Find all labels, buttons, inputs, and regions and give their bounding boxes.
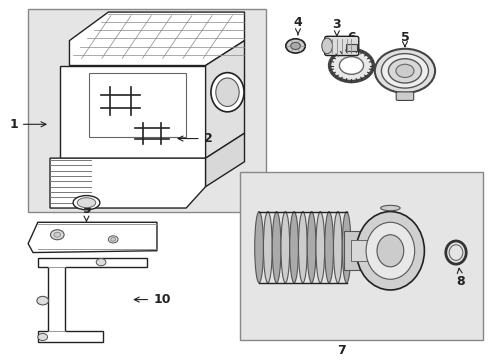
Ellipse shape xyxy=(342,212,350,283)
Text: 5: 5 xyxy=(400,31,408,47)
Circle shape xyxy=(96,258,106,266)
Ellipse shape xyxy=(321,38,332,54)
Polygon shape xyxy=(38,258,147,342)
Ellipse shape xyxy=(333,212,342,283)
Ellipse shape xyxy=(356,212,424,290)
Text: 3: 3 xyxy=(332,18,341,37)
Polygon shape xyxy=(205,41,244,158)
Circle shape xyxy=(37,296,48,305)
Circle shape xyxy=(381,54,427,88)
Circle shape xyxy=(108,236,118,243)
Circle shape xyxy=(50,230,64,240)
Bar xyxy=(344,231,402,270)
Ellipse shape xyxy=(376,235,403,267)
Polygon shape xyxy=(28,222,157,253)
Text: 6: 6 xyxy=(346,31,355,47)
Text: 8: 8 xyxy=(456,268,464,288)
Bar xyxy=(28,9,266,212)
Polygon shape xyxy=(205,133,244,186)
Circle shape xyxy=(387,59,421,83)
FancyBboxPatch shape xyxy=(324,36,358,55)
Ellipse shape xyxy=(215,78,239,107)
Ellipse shape xyxy=(77,198,96,208)
Text: 10: 10 xyxy=(134,293,170,306)
Text: 2: 2 xyxy=(178,132,212,145)
Circle shape xyxy=(374,49,434,93)
Polygon shape xyxy=(69,12,244,66)
Ellipse shape xyxy=(380,205,399,211)
Bar xyxy=(89,73,186,137)
Circle shape xyxy=(329,49,372,82)
Text: 4: 4 xyxy=(293,16,302,35)
Ellipse shape xyxy=(272,212,281,283)
Ellipse shape xyxy=(281,212,289,283)
Polygon shape xyxy=(50,158,205,208)
Text: 7: 7 xyxy=(337,344,346,357)
Ellipse shape xyxy=(315,212,324,283)
Ellipse shape xyxy=(306,212,315,283)
Ellipse shape xyxy=(263,212,272,283)
Circle shape xyxy=(111,238,116,241)
Bar xyxy=(345,44,357,51)
Polygon shape xyxy=(60,66,205,158)
Circle shape xyxy=(54,232,61,237)
Ellipse shape xyxy=(73,195,100,210)
Ellipse shape xyxy=(289,212,298,283)
Ellipse shape xyxy=(210,73,244,112)
Ellipse shape xyxy=(254,212,263,283)
Circle shape xyxy=(339,57,363,74)
Bar xyxy=(351,240,380,261)
Text: 9: 9 xyxy=(82,203,91,222)
Ellipse shape xyxy=(298,212,306,283)
Circle shape xyxy=(395,64,413,77)
Ellipse shape xyxy=(366,222,414,279)
Circle shape xyxy=(290,42,300,49)
Circle shape xyxy=(38,333,47,341)
FancyBboxPatch shape xyxy=(395,92,413,100)
Circle shape xyxy=(285,39,305,53)
Text: 1: 1 xyxy=(9,118,46,131)
Ellipse shape xyxy=(324,212,333,283)
Bar xyxy=(239,172,482,340)
